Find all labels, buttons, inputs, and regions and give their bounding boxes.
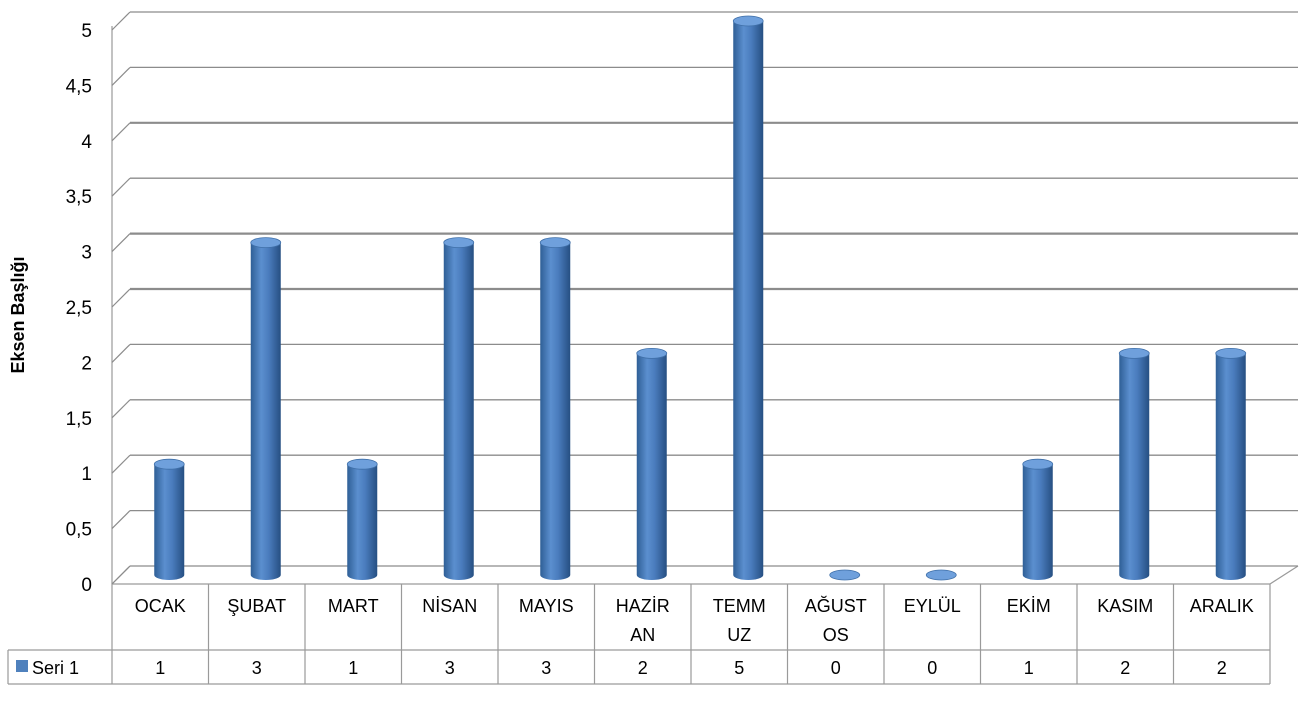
bar	[1215, 347, 1247, 580]
x-tick-label: MART	[328, 596, 379, 616]
bar-body	[154, 464, 185, 580]
bar-body	[636, 353, 667, 580]
bar-top	[1118, 347, 1150, 359]
bar	[732, 15, 764, 580]
data-label: 3	[252, 658, 262, 678]
gridline-depth	[111, 510, 131, 530]
bar	[153, 458, 185, 580]
data-label: 3	[445, 658, 455, 678]
data-label: 2	[1120, 658, 1130, 678]
gridline-depth	[111, 233, 131, 253]
data-label: 3	[541, 658, 551, 678]
data-label: 0	[831, 658, 841, 678]
y-tick-label: 1	[81, 464, 92, 485]
bar-top	[443, 237, 475, 249]
y-axis-title: Eksen Başlığı	[8, 256, 28, 373]
y-tick-label: 0,5	[66, 520, 92, 541]
gridline-depth	[111, 399, 131, 419]
bars	[153, 15, 1247, 581]
bar-body	[1215, 353, 1246, 580]
y-tick-label: 4	[81, 132, 92, 153]
y-tick-label: 4,5	[66, 76, 92, 97]
gridline-depth	[111, 343, 131, 363]
bar-body	[250, 242, 281, 580]
bar-body	[540, 242, 571, 580]
x-tick-label: AN	[630, 625, 655, 645]
bar-body	[1119, 353, 1150, 580]
data-table: OCAK 1 ŞUBAT 3 MART 1 NİSAN 3 MAYIS 3 HAZİR AN 2 TEMM…	[7, 584, 1271, 685]
bar-body	[443, 242, 474, 580]
x-tick-label: UZ	[727, 625, 751, 645]
gridline-depth	[111, 66, 131, 86]
x-tick-label: TEMM	[713, 596, 766, 616]
y-tick-label: 0	[81, 575, 92, 596]
floor-right-edge	[1269, 565, 1299, 585]
bar-top	[539, 237, 571, 249]
y-axis-ticks: 0 0,5 1 1,5 2 2,5 3 3,5 4 4,5 5	[66, 21, 93, 596]
x-tick-label: NİSAN	[422, 596, 477, 616]
bar	[1118, 347, 1150, 580]
gridline-depth	[111, 122, 131, 142]
x-tick-label: ARALIK	[1190, 596, 1254, 616]
x-tick-label: KASIM	[1097, 596, 1153, 616]
bar	[636, 347, 668, 580]
x-tick-label: EKİM	[1007, 596, 1051, 616]
bar	[925, 569, 957, 581]
x-tick-label: ŞUBAT	[227, 596, 286, 616]
bar-body	[733, 21, 764, 580]
bar-body	[347, 464, 378, 580]
bar-top	[829, 569, 861, 581]
data-label: 0	[927, 658, 937, 678]
legend-swatch	[16, 660, 28, 672]
bar	[1022, 458, 1054, 580]
data-label: 1	[1024, 658, 1034, 678]
x-tick-label: AĞUST	[805, 595, 867, 616]
y-tick-label: 2	[81, 353, 92, 374]
legend-label: Seri 1	[32, 658, 79, 678]
bar-top	[250, 237, 282, 249]
data-label: 2	[1217, 658, 1227, 678]
bar-top	[1022, 458, 1054, 470]
y-tick-label: 5	[81, 21, 92, 42]
data-label: 2	[638, 658, 648, 678]
bar	[346, 458, 378, 580]
data-label: 5	[734, 658, 744, 678]
bar-top	[153, 458, 185, 470]
y-tick-label: 1,5	[66, 409, 92, 430]
x-tick-label: OCAK	[135, 596, 186, 616]
x-tick-label: EYLÜL	[904, 596, 961, 616]
bar-top	[732, 15, 764, 27]
bar-body	[1022, 464, 1053, 580]
y-tick-label: 3	[81, 243, 92, 264]
y-tick-label: 2,5	[66, 298, 92, 319]
gridlines	[111, 11, 1298, 585]
x-tick-label: HAZİR	[616, 596, 670, 616]
gridline-depth	[111, 454, 131, 474]
x-tick-label: MAYIS	[519, 596, 574, 616]
bar-top	[1215, 347, 1247, 359]
bar	[250, 237, 282, 580]
bar	[829, 569, 861, 581]
bar	[539, 237, 571, 580]
gridline-depth	[111, 11, 131, 31]
bar-top	[925, 569, 957, 581]
gridline-depth	[111, 565, 131, 585]
gridline-depth	[111, 177, 131, 197]
data-label: 1	[348, 658, 358, 678]
bar-top	[346, 458, 378, 470]
y-tick-label: 3,5	[66, 187, 92, 208]
x-tick-label: OS	[823, 625, 849, 645]
data-label: 1	[155, 658, 165, 678]
bar	[443, 237, 475, 580]
gridline-depth	[111, 288, 131, 308]
bar-top	[636, 347, 668, 359]
